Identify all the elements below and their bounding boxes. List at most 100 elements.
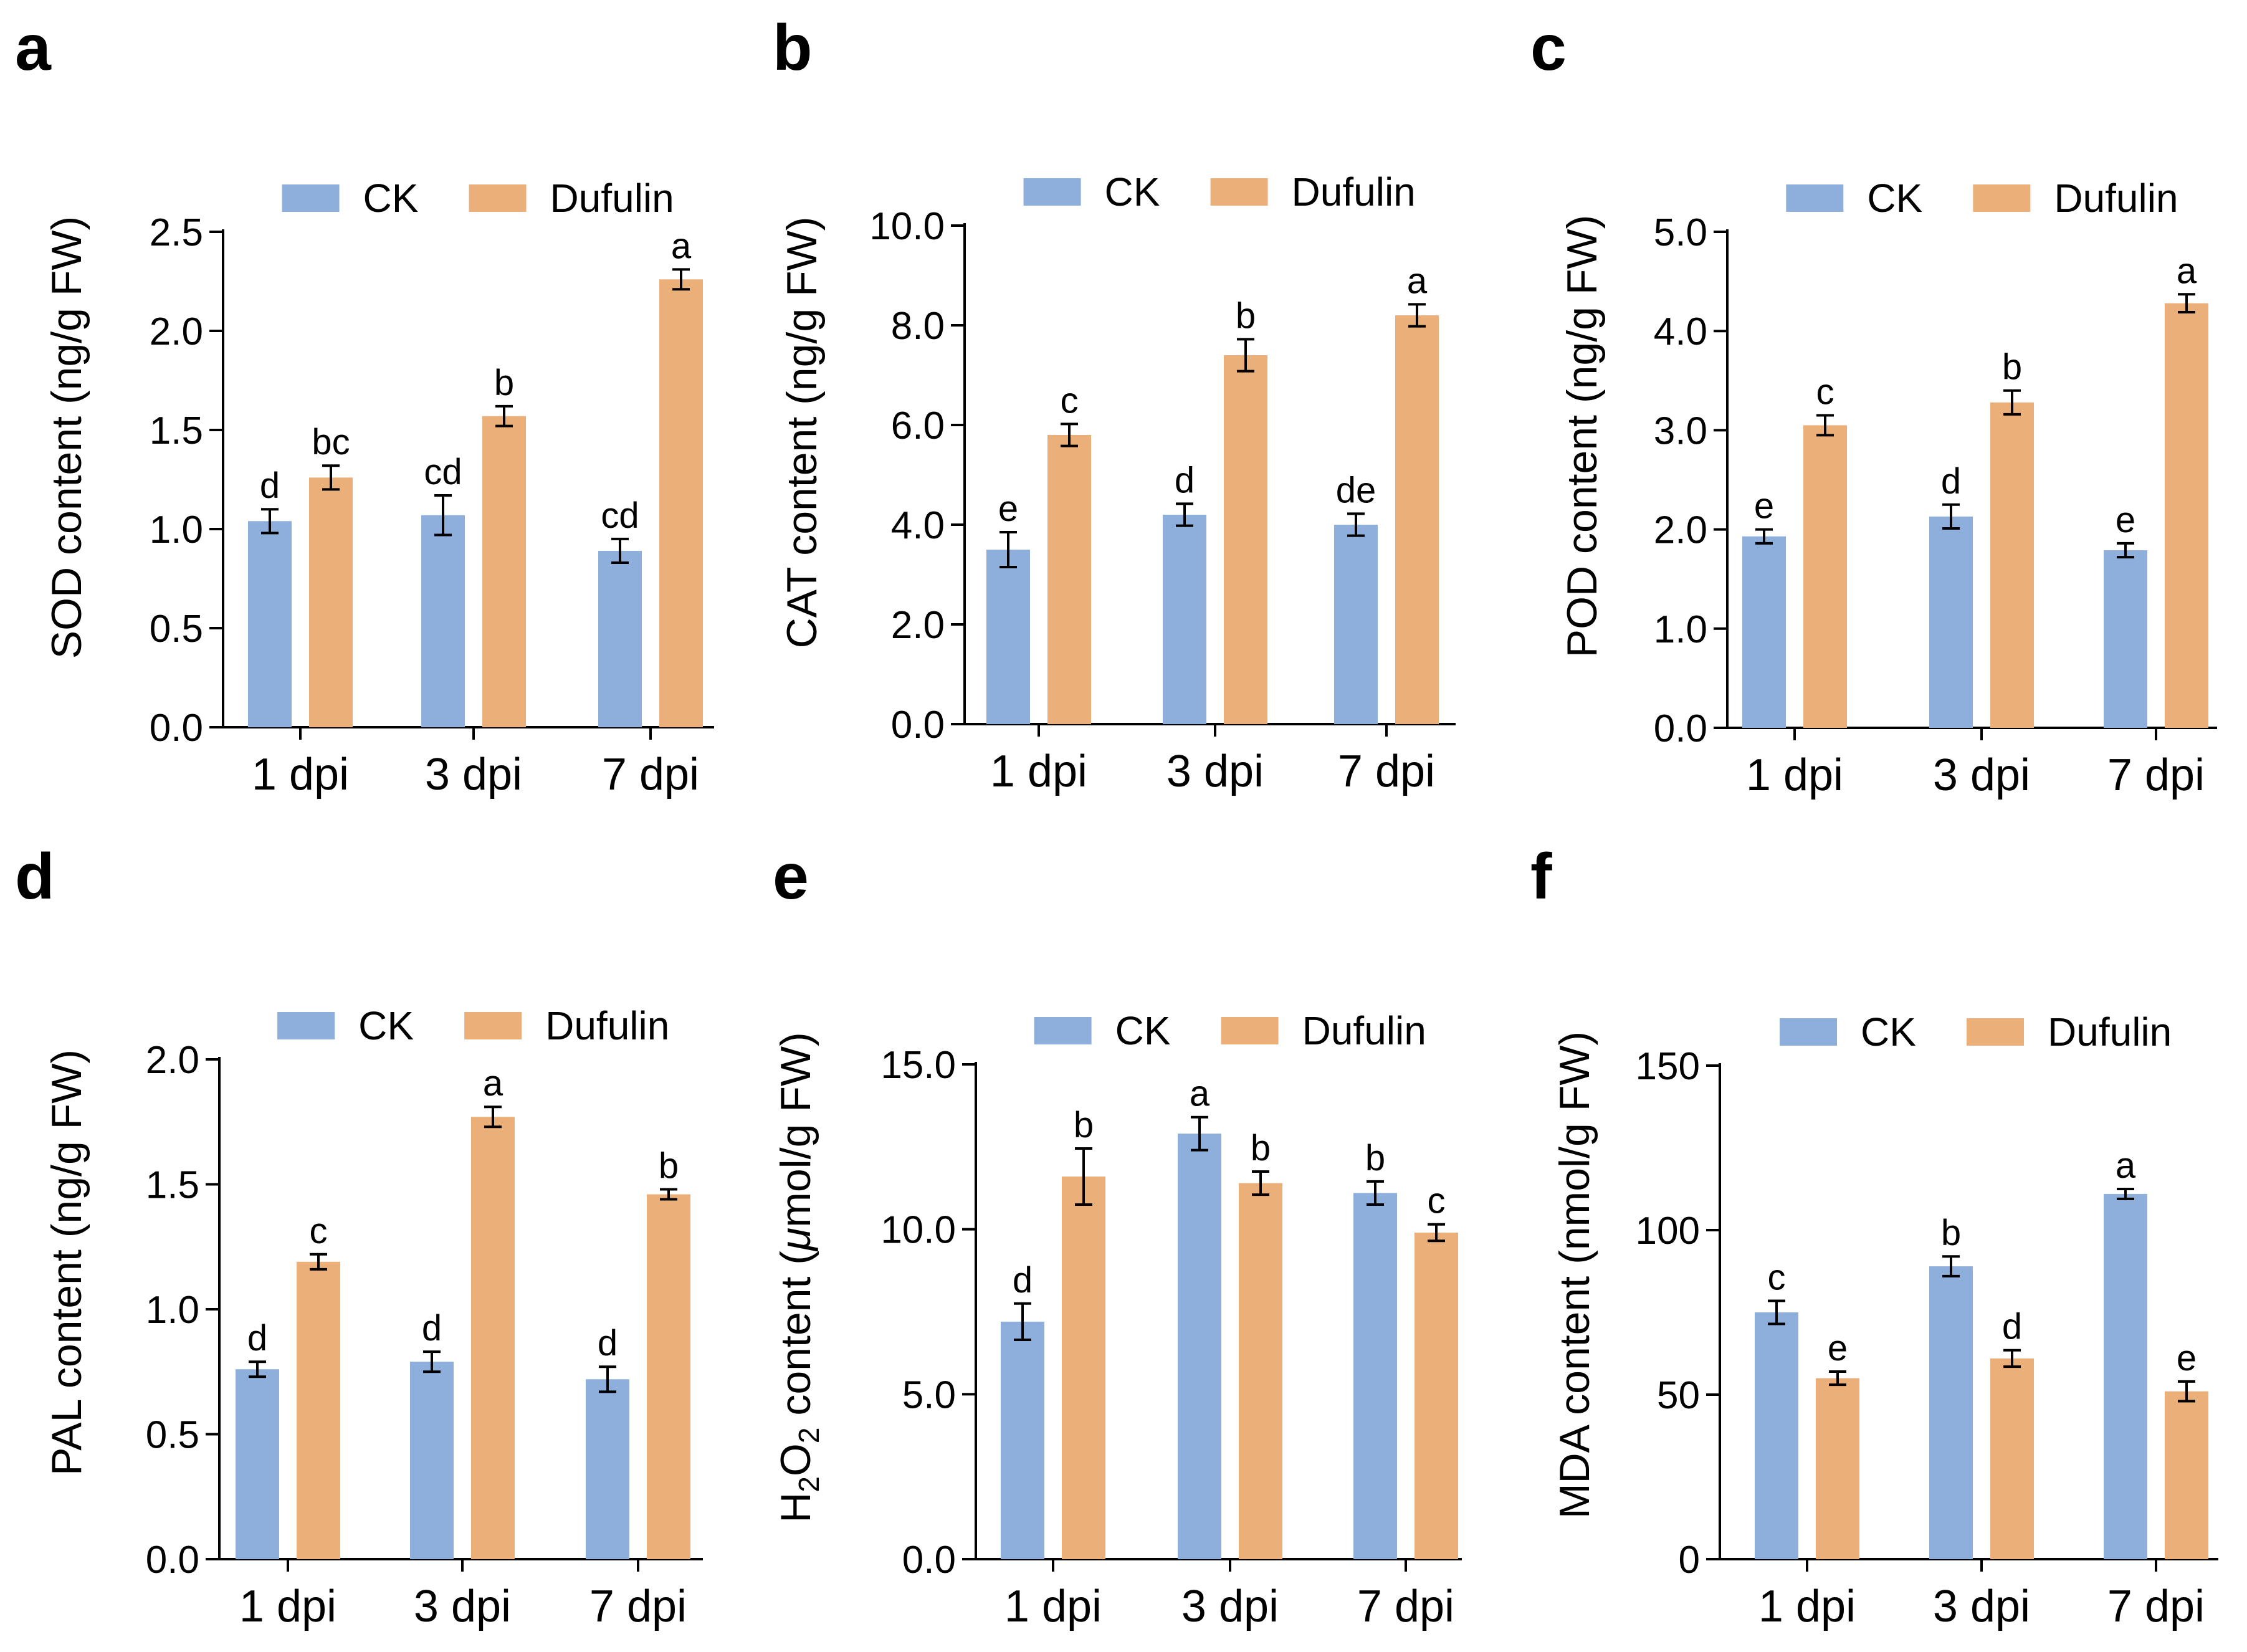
y-tick-label: 0 bbox=[1679, 1539, 1700, 1582]
legend-label-dufulin: Dufulin bbox=[550, 176, 674, 221]
y-axis-title-part: content ( bbox=[772, 1251, 819, 1428]
y-tick-label: 6.0 bbox=[891, 404, 945, 447]
y-axis-title-part: O bbox=[772, 1443, 819, 1476]
panel-c: c 0.0 1.0 2.0 3.0 4.0 5.0 1 dpi 3 dpi 7 dpi e d e c b a… bbox=[1530, 12, 2217, 800]
panel-letter-e: e bbox=[773, 841, 809, 913]
bar-dufulin bbox=[471, 1117, 515, 1559]
panel-letter-c: c bbox=[1530, 12, 1567, 84]
panel-letter-f: f bbox=[1530, 841, 1552, 913]
y-tick-label: 0.0 bbox=[150, 707, 203, 750]
bar-ck bbox=[986, 550, 1030, 724]
significance-letter: e bbox=[2116, 500, 2135, 540]
y-tick-label: 4.0 bbox=[891, 504, 945, 547]
legend-label-dufulin: Dufulin bbox=[1302, 1008, 1426, 1053]
legend-swatch-dufulin bbox=[464, 1012, 522, 1039]
legend-swatch-ck bbox=[1786, 184, 1844, 212]
bar-ck bbox=[1742, 536, 1786, 728]
significance-letter: a bbox=[2177, 251, 2197, 291]
y-tick-label: 0.0 bbox=[902, 1539, 956, 1582]
y-axis-title: PAL content (ng/g FW) bbox=[43, 1049, 90, 1476]
y-tick-label: 1.0 bbox=[150, 508, 203, 551]
y-tick-label: 5.0 bbox=[1654, 211, 1707, 254]
y-axis-title-part: mol/g FW) bbox=[772, 1032, 819, 1228]
bar-dufulin bbox=[1224, 355, 1267, 724]
bar-ck bbox=[1929, 516, 1973, 728]
legend-swatch-dufulin bbox=[1967, 1018, 2024, 1046]
significance-letter: a bbox=[671, 226, 692, 266]
bar-ck bbox=[1353, 1193, 1397, 1559]
significance-letter: b bbox=[2002, 347, 2022, 388]
significance-letter: e bbox=[1754, 486, 1774, 527]
significance-letter: a bbox=[2116, 1145, 2136, 1186]
significance-letter: d bbox=[1013, 1260, 1033, 1301]
x-tick-label: 7 dpi bbox=[2107, 1582, 2205, 1631]
y-tick-label: 8.0 bbox=[891, 305, 945, 348]
bar-ck bbox=[421, 515, 465, 727]
significance-letter: b bbox=[494, 363, 514, 403]
legend-label-dufulin: Dufulin bbox=[2054, 176, 2178, 221]
y-tick-label: 1.0 bbox=[146, 1289, 199, 1332]
y-tick-label: 5.0 bbox=[902, 1373, 956, 1416]
y-tick-label: 2.0 bbox=[150, 310, 203, 353]
x-tick-label: 7 dpi bbox=[1357, 1582, 1454, 1631]
y-axis-title: POD content (ng/g FW) bbox=[1558, 215, 1606, 657]
y-tick-label: 2.0 bbox=[1654, 509, 1707, 552]
legend-swatch-ck bbox=[282, 184, 340, 212]
x-tick-label: 3 dpi bbox=[425, 750, 522, 800]
significance-letter: a bbox=[1190, 1074, 1210, 1114]
y-tick-label: 4.0 bbox=[1654, 310, 1707, 353]
legend-swatch-ck bbox=[277, 1012, 335, 1039]
panel-letter-a: a bbox=[15, 12, 52, 84]
significance-letter: d bbox=[2002, 1307, 2022, 1347]
panel-letter-d: d bbox=[15, 841, 55, 913]
legend-label-ck: CK bbox=[1867, 176, 1922, 221]
bar-dufulin bbox=[309, 477, 353, 727]
significance-letter: cd bbox=[601, 495, 639, 536]
x-tick-label: 3 dpi bbox=[1181, 1582, 1279, 1631]
x-tick-label: 1 dpi bbox=[252, 750, 349, 800]
significance-letter: c bbox=[1061, 380, 1079, 421]
bar-ck bbox=[2104, 1193, 2147, 1559]
legend-swatch-ck bbox=[1034, 1017, 1092, 1044]
significance-letter: d bbox=[247, 1318, 267, 1358]
significance-letter: e bbox=[998, 489, 1018, 529]
bar-dufulin bbox=[2165, 303, 2208, 728]
bar-ck bbox=[1929, 1266, 1973, 1559]
bar-dufulin bbox=[1239, 1183, 1282, 1559]
legend-label-dufulin: Dufulin bbox=[545, 1003, 669, 1048]
bar-ck bbox=[1163, 515, 1206, 724]
x-tick-label: 7 dpi bbox=[1338, 747, 1435, 796]
significance-letter: d bbox=[1941, 461, 1961, 502]
significance-letter: c bbox=[1428, 1181, 1446, 1221]
bar-ck bbox=[1001, 1321, 1044, 1559]
significance-letter: d bbox=[260, 466, 280, 506]
x-tick-label: 1 dpi bbox=[1746, 750, 1843, 800]
y-tick-label: 10.0 bbox=[869, 205, 945, 248]
x-tick-label: 7 dpi bbox=[589, 1582, 687, 1631]
x-tick-label: 3 dpi bbox=[414, 1582, 511, 1631]
y-tick-label: 3.0 bbox=[1654, 409, 1707, 452]
legend-label-ck: CK bbox=[1115, 1008, 1171, 1053]
y-tick-label: 1.0 bbox=[1654, 608, 1707, 651]
y-tick-label: 0.0 bbox=[146, 1539, 199, 1582]
significance-letter: e bbox=[1828, 1328, 1848, 1368]
bar-ck bbox=[410, 1362, 454, 1559]
legend-swatch-ck bbox=[1023, 178, 1081, 206]
significance-letter: e bbox=[2177, 1338, 2197, 1378]
panel-f: f 0 50 100 150 1 dpi 3 dpi 7 dpi c b a e d e CK Dufulin… bbox=[1530, 841, 2218, 1631]
significance-letter: cd bbox=[424, 452, 462, 492]
bar-dufulin bbox=[1990, 1358, 2034, 1559]
x-tick-label: 7 dpi bbox=[602, 750, 699, 800]
legend-swatch-dufulin bbox=[1210, 178, 1268, 206]
y-tick-label: 0.0 bbox=[891, 704, 945, 747]
significance-letter: b bbox=[1236, 295, 1256, 336]
y-tick-label: 10.0 bbox=[880, 1209, 956, 1252]
x-tick-label: 1 dpi bbox=[1004, 1582, 1102, 1631]
x-tick-label: 1 dpi bbox=[1758, 1582, 1856, 1631]
bar-dufulin bbox=[1803, 425, 1847, 728]
legend-label-ck: CK bbox=[358, 1003, 414, 1048]
significance-letter: b bbox=[1365, 1138, 1385, 1178]
legend-swatch-dufulin bbox=[469, 184, 527, 212]
x-tick-label: 3 dpi bbox=[1166, 747, 1264, 796]
y-tick-label: 1.5 bbox=[146, 1164, 199, 1207]
